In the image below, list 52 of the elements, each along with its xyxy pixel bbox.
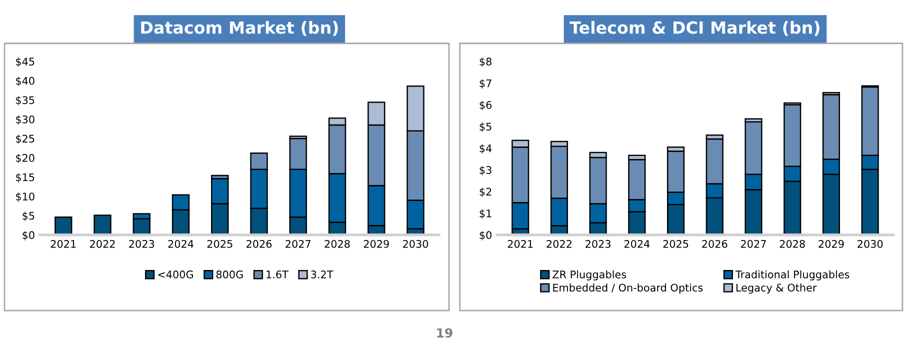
x-tick-label: 2027 <box>286 240 310 248</box>
x-tick-label: 2026 <box>246 240 272 248</box>
x-tick-label: 2024 <box>168 240 194 248</box>
legend-label: Legacy & Other <box>736 284 817 294</box>
x-tick-label: 2021 <box>50 240 76 248</box>
x-tick-label: 2028 <box>324 240 350 248</box>
legend-label: Traditional Pluggables <box>735 270 850 280</box>
x-tick-label: 2026 <box>702 240 728 248</box>
y-tick-label: $5 <box>22 212 34 222</box>
x-tick-label: 2030 <box>858 240 883 248</box>
x-tick-label: 2027 <box>741 240 766 248</box>
legend-label: 800G <box>216 270 243 278</box>
y-tick-label: $40 <box>16 76 34 86</box>
y-tick-label: $0 <box>22 230 34 240</box>
x-tick-label: 2022 <box>90 240 115 248</box>
text: 19 <box>437 328 452 338</box>
legend-label: <400G <box>158 270 193 278</box>
x-tick-label: 2029 <box>364 240 389 248</box>
legend-label: ZR Pluggables <box>552 270 626 280</box>
y-tick-label: $8 <box>480 57 492 67</box>
y-tick-label: $45 <box>16 57 34 67</box>
y-tick-label: $3 <box>480 166 492 176</box>
y-tick-label: $25 <box>16 134 34 144</box>
y-tick-label: $5 <box>480 122 492 132</box>
bar <box>94 214 112 235</box>
legend-label: 3.2T <box>311 270 334 278</box>
legend-label: Embedded / On-board Optics <box>553 284 703 294</box>
x-tick-label: 2021 <box>508 240 533 248</box>
y-tick-label: $0 <box>480 230 492 240</box>
y-tick-label: $10 <box>16 192 34 202</box>
x-tick-label: 2022 <box>546 240 572 248</box>
legend-label: 1.6T <box>266 270 288 278</box>
chart-title: Datacom Market (bn) <box>141 20 338 36</box>
x-tick-label: 2025 <box>663 240 688 248</box>
x-tick-label: 2025 <box>207 240 232 248</box>
bar <box>54 216 72 235</box>
x-tick-label: 2023 <box>129 240 154 248</box>
y-tick-label: $30 <box>16 115 34 125</box>
y-tick-label: $20 <box>16 154 34 164</box>
y-tick-label: $4 <box>480 144 492 154</box>
y-tick-label: $15 <box>16 173 34 183</box>
chart-title: Telecom & DCI Market (bn) <box>570 20 820 36</box>
x-tick-label: 2029 <box>818 240 844 248</box>
y-tick-label: $35 <box>16 96 34 106</box>
x-tick-label: 2023 <box>586 240 610 248</box>
y-tick-label: $7 <box>480 79 492 89</box>
x-tick-label: 2030 <box>403 240 428 248</box>
y-tick-label: $1 <box>480 209 492 219</box>
y-tick-label: $2 <box>480 188 492 198</box>
y-tick-label: $6 <box>480 100 492 110</box>
x-tick-label: 2024 <box>624 240 650 248</box>
x-tick-label: 2028 <box>780 240 805 248</box>
